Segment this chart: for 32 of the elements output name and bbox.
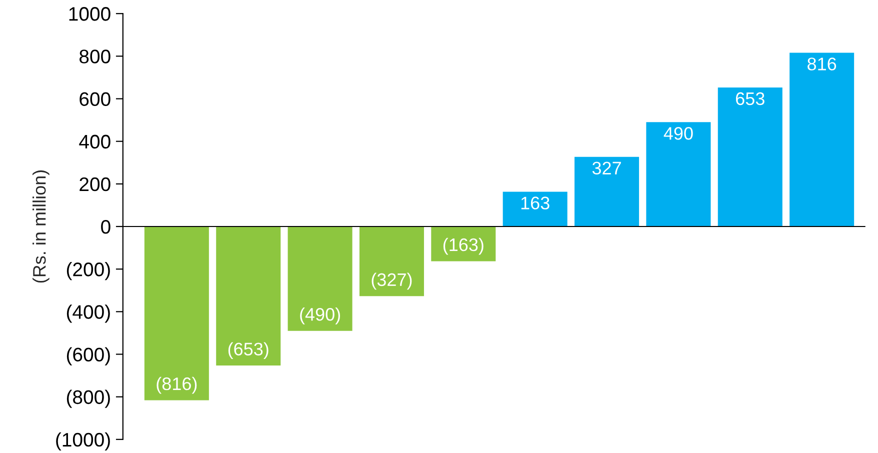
data-label: 653 bbox=[736, 92, 764, 106]
bar bbox=[431, 226, 496, 262]
data-label: 816 bbox=[808, 58, 836, 70]
data-label: (490) bbox=[300, 308, 340, 324]
y-tick-label: 1000 bbox=[69, 7, 110, 21]
y-tick-label: (800) bbox=[66, 390, 110, 408]
y-tick-label: 600 bbox=[80, 92, 110, 106]
bar bbox=[646, 122, 711, 226]
y-tick-label: (400) bbox=[66, 304, 110, 323]
y-axis-title: (Rs. in million) bbox=[32, 170, 50, 283]
bar bbox=[216, 226, 281, 366]
data-label: 490 bbox=[664, 127, 693, 140]
bar bbox=[718, 87, 782, 226]
y-tick-label: (600) bbox=[66, 347, 110, 366]
bar bbox=[359, 226, 424, 296]
y-tick-label: (1000) bbox=[56, 432, 110, 450]
y-tick-label: 400 bbox=[79, 134, 110, 149]
y-tick-label: 0 bbox=[101, 220, 110, 234]
y-tick-label: (200) bbox=[66, 262, 110, 280]
data-label: (653) bbox=[228, 342, 268, 360]
bar bbox=[790, 52, 854, 226]
data-label: (816) bbox=[156, 376, 197, 394]
data-label: (163) bbox=[443, 238, 484, 255]
bar bbox=[574, 156, 640, 226]
data-label: 163 bbox=[521, 196, 550, 210]
data-label: 327 bbox=[592, 162, 621, 174]
y-tick-label: 800 bbox=[80, 50, 110, 64]
y-tick-label: 200 bbox=[80, 177, 110, 192]
bar bbox=[288, 226, 352, 331]
bar bbox=[502, 192, 568, 226]
bar bbox=[144, 226, 209, 400]
data-label: (327) bbox=[372, 272, 412, 290]
